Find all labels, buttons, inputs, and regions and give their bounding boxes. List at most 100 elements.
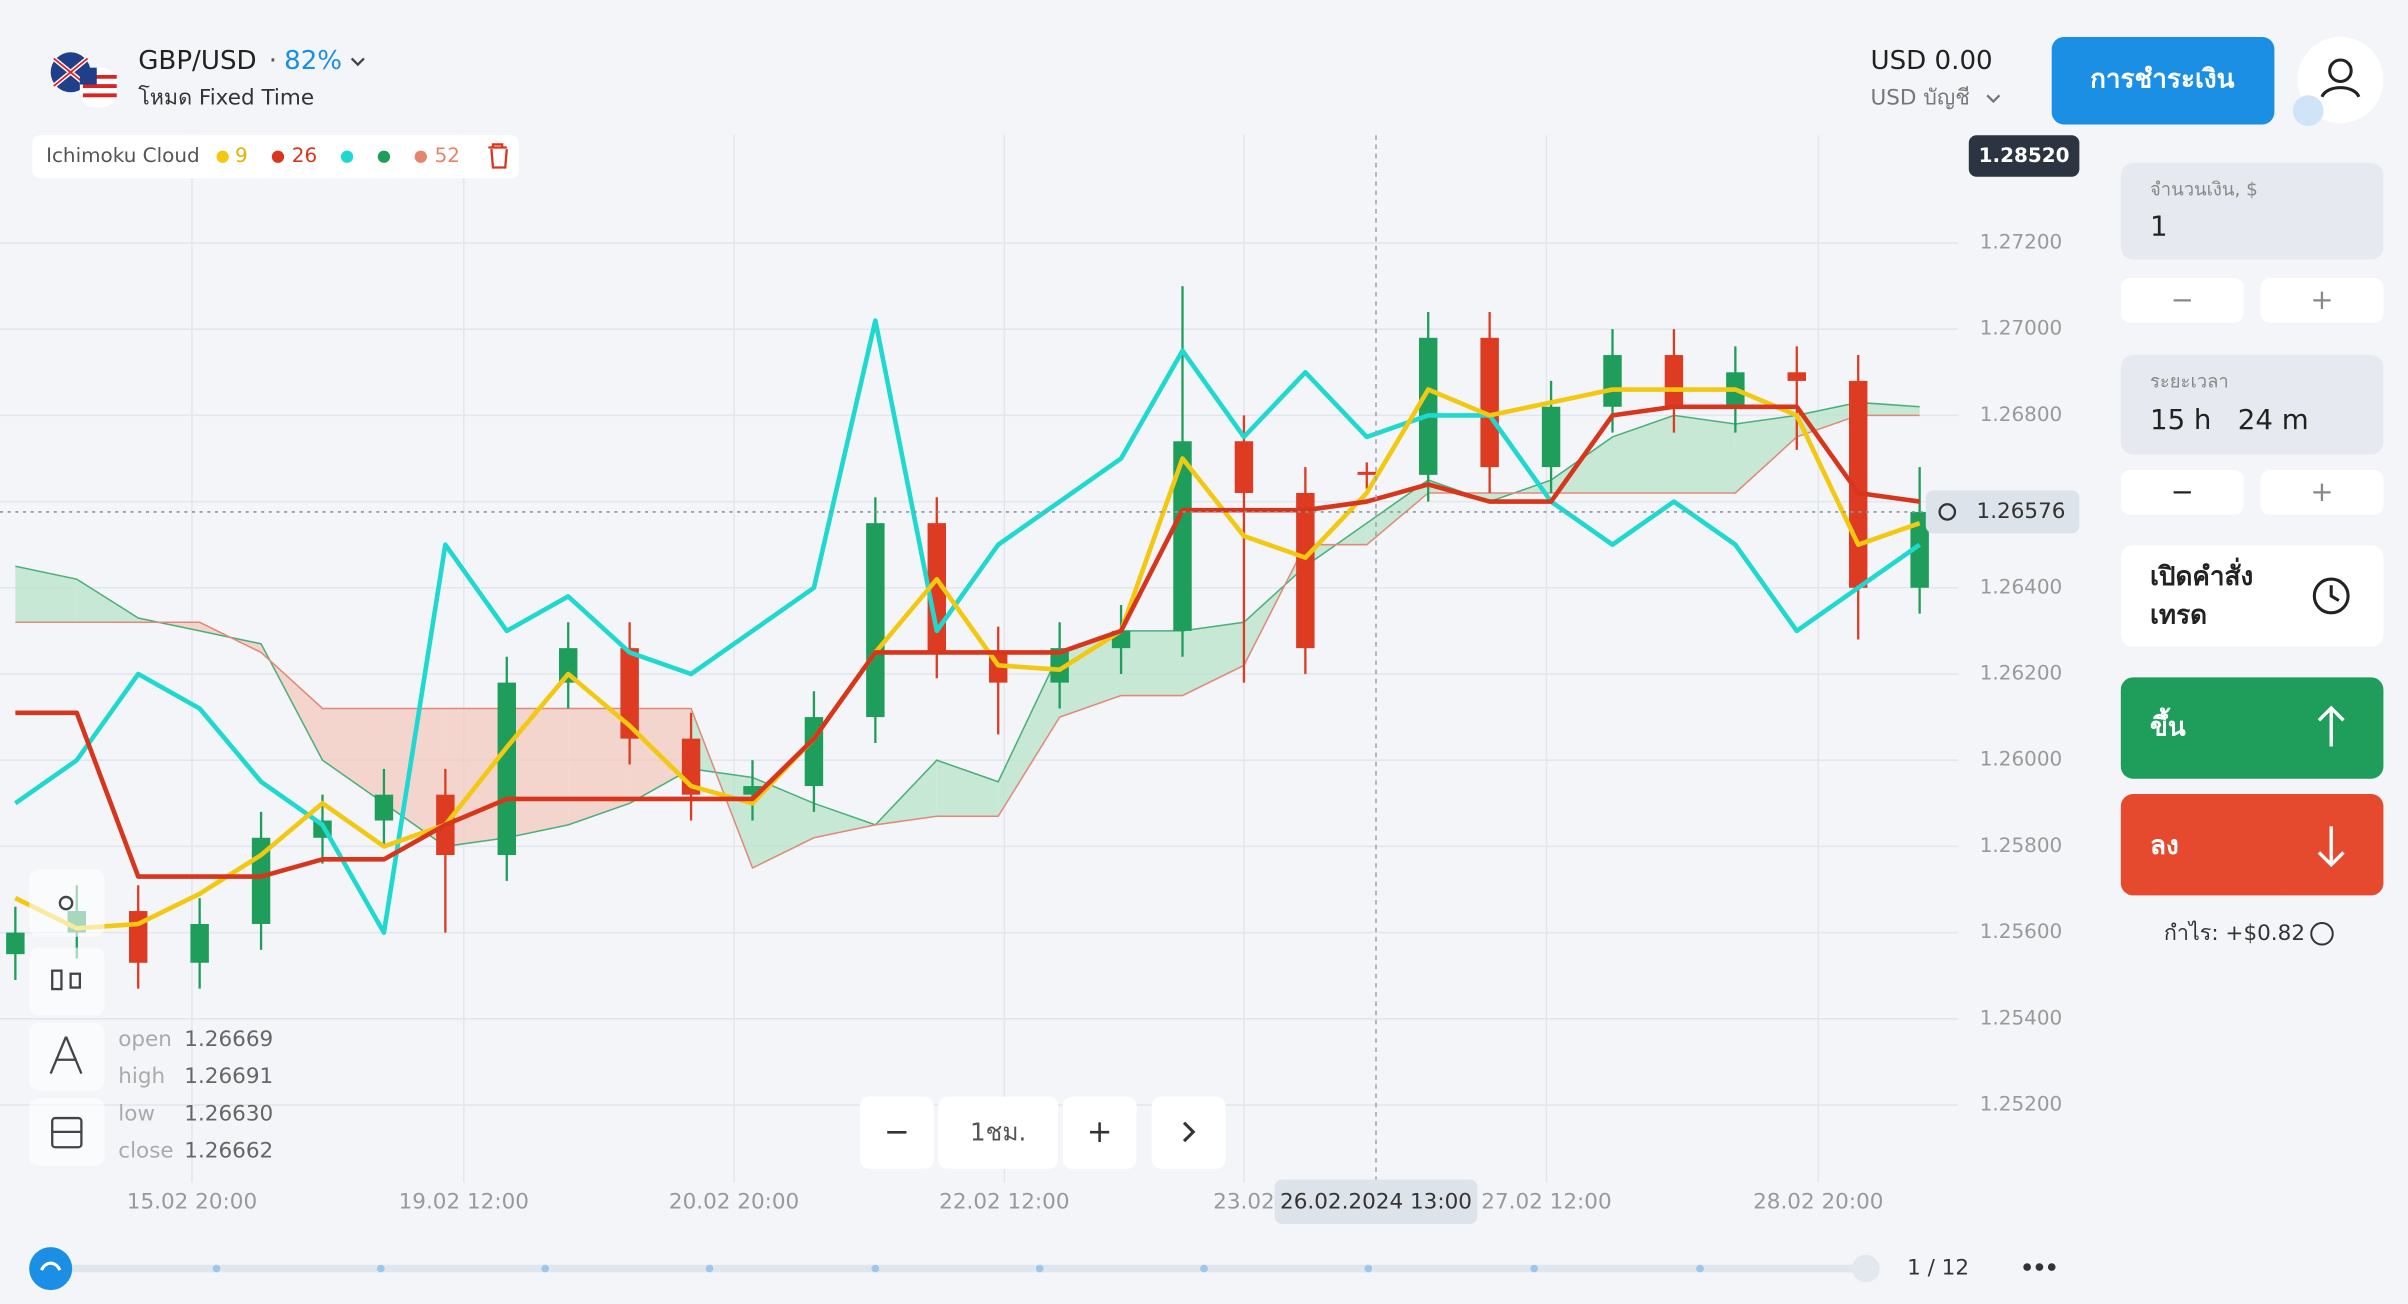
- dot: [377, 150, 391, 163]
- ohlc-tooltip: open 1.26669 high 1.26691 low 1.26630 close 1.2…: [118, 1027, 273, 1164]
- price-tag: [1925, 490, 2080, 534]
- duration-field[interactable]: [2120, 354, 2384, 455]
- x-tick-label: 22.02 12:00: [939, 1190, 1069, 1215]
- cloud-fill: [813, 803, 876, 838]
- candle-body: [374, 794, 394, 821]
- crosshair-date: 26.02.2024 13:00: [1280, 1190, 1472, 1215]
- increase-label[interactable]: +: [2310, 283, 2333, 316]
- ohlc-value: 1.26662: [184, 1139, 273, 1164]
- pending-order-button[interactable]: [2120, 545, 2384, 647]
- zoom-in-button[interactable]: [1062, 1096, 1137, 1169]
- up-arrow: [2317, 705, 2345, 747]
- decrease-label[interactable]: −: [2171, 283, 2194, 316]
- pending-order-label[interactable]: เปิดคำสั่ง: [2150, 557, 2253, 592]
- balance: USD 0.00: [1871, 46, 1993, 76]
- cloud-fill: [1735, 415, 1797, 493]
- candle-body: [927, 523, 946, 653]
- cloud-fill: [936, 760, 999, 817]
- down-button[interactable]: [2120, 794, 2384, 896]
- tool-button[interactable]: [29, 869, 105, 937]
- y-tick-label: 1.27200: [1980, 229, 2063, 253]
- y-tick-label: 1.26400: [1980, 574, 2063, 598]
- avatar-icon: [2320, 86, 2361, 98]
- avatar-icon: [2328, 58, 2353, 84]
- zoom-out-label[interactable]: −: [884, 1114, 910, 1150]
- down-arrow: [2317, 826, 2345, 868]
- zoom-out-button[interactable]: [860, 1096, 934, 1169]
- cloud-fill: [1059, 630, 1122, 718]
- crosshair-price-tag: [1968, 135, 2080, 177]
- layers-icon[interactable]: [1852, 1254, 1880, 1283]
- up-button[interactable]: [2120, 677, 2384, 779]
- down-label[interactable]: ลง: [2150, 831, 2179, 861]
- next-button[interactable]: [1151, 1096, 1226, 1169]
- help-icon[interactable]: [2310, 922, 2334, 946]
- decrease-label[interactable]: −: [2171, 475, 2194, 508]
- decrease-button[interactable]: [2120, 278, 2244, 323]
- zoom-in-label[interactable]: +: [1087, 1114, 1113, 1150]
- duration-value[interactable]: 15 h 24 m: [2150, 403, 2309, 436]
- indicator-param: 9: [235, 143, 248, 167]
- indicator-name: Ichimoku Cloud: [46, 143, 200, 167]
- increase-button[interactable]: [2260, 278, 2384, 323]
- deposit-button[interactable]: [2051, 36, 2275, 125]
- timeframe-label[interactable]: 1ชม.: [970, 1117, 1026, 1146]
- cloud-fill: [76, 579, 139, 623]
- y-tick-label: 1.25200: [1980, 1092, 2063, 1116]
- cloud-fill: [445, 708, 507, 847]
- account[interactable]: USD บัญชี: [1871, 85, 1970, 110]
- dropdown-arrow[interactable]: [1986, 94, 2001, 104]
- flag: [50, 52, 117, 108]
- candle-body: [866, 523, 885, 718]
- alert-bell[interactable]: [1938, 503, 1957, 521]
- timeline-handle[interactable]: [29, 1247, 73, 1291]
- x-tick-label: 19.02 12:00: [399, 1190, 529, 1215]
- increase-button[interactable]: [2260, 470, 2384, 515]
- ohlc-name: close: [118, 1139, 173, 1164]
- tool-button[interactable]: [29, 947, 105, 1016]
- increase-label[interactable]: +: [2310, 475, 2333, 508]
- timeframe-button[interactable]: [938, 1096, 1059, 1169]
- chart-area: 1.272001.270001.268001.266001.264001.262…: [0, 135, 2080, 1225]
- candle-body: [620, 648, 639, 739]
- pending-order-label[interactable]: เทรด: [2150, 600, 2207, 630]
- candle-body: [559, 648, 578, 683]
- indicator-line: [15, 404, 1920, 879]
- candle-body: [743, 786, 762, 795]
- amount-field[interactable]: [2120, 162, 2384, 260]
- price-label: 1.26576: [1977, 499, 2066, 524]
- cloud-fill: [1182, 622, 1244, 696]
- deposit-label[interactable]: การชำระเงิน: [2090, 64, 2235, 94]
- clock-icon: [2329, 585, 2340, 602]
- duration-label: ระยะเวลา: [2150, 371, 2229, 392]
- cloud-fill: [1121, 630, 1183, 696]
- y-tick-label: 1.26200: [1980, 660, 2063, 684]
- dot: [271, 150, 285, 163]
- pager: 1 / 12: [1907, 1256, 1969, 1281]
- decrease-button[interactable]: [2120, 470, 2244, 515]
- ohlc-name: open: [118, 1027, 172, 1052]
- cloud-fill: [383, 708, 446, 847]
- candle-body: [1357, 471, 1376, 475]
- candle-body: [1296, 492, 1315, 649]
- x-tick-label: 20.02 20:00: [669, 1190, 799, 1215]
- handle-icon: [40, 1261, 62, 1271]
- separator: ·: [269, 46, 277, 76]
- x-tick-label: 15.02 20:00: [127, 1190, 257, 1215]
- cloud-fill: [998, 652, 1060, 817]
- asset-pair[interactable]: GBP/USD: [138, 46, 256, 76]
- crosshair-price: 1.28520: [1979, 143, 2070, 167]
- indicator-param: 52: [435, 143, 460, 167]
- tool-button[interactable]: [29, 1022, 105, 1091]
- amount-value[interactable]: 1: [2150, 209, 2168, 242]
- more-menu[interactable]: [2023, 1263, 2056, 1271]
- x-tick-label: 28.02 20:00: [1753, 1190, 1883, 1215]
- delete-icon[interactable]: [488, 143, 508, 169]
- clock-icon: [2312, 577, 2350, 615]
- candle-body: [1603, 355, 1622, 407]
- ohlc-name: high: [118, 1064, 165, 1089]
- cloud-fill: [15, 566, 77, 623]
- cloud-fill: [1858, 402, 1920, 416]
- up-label[interactable]: ขึ้น: [2150, 707, 2186, 743]
- dropdown-arrow[interactable]: [350, 57, 365, 67]
